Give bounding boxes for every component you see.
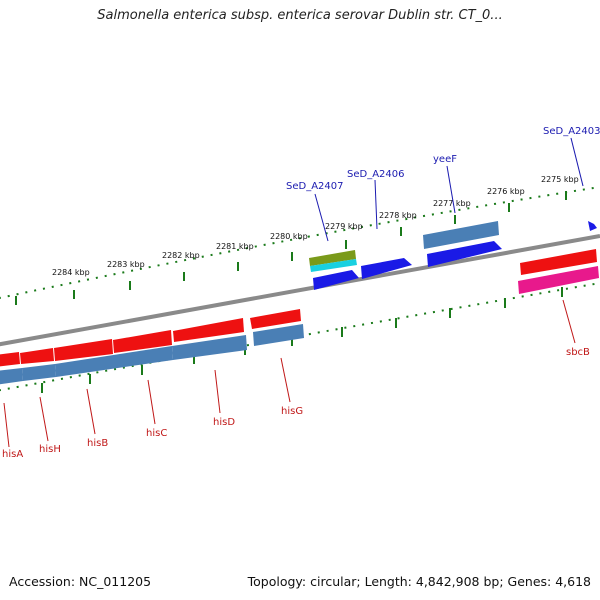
gene-label-sbcB[interactable]: sbcB — [566, 347, 590, 358]
gene-arrow[interactable] — [518, 266, 599, 294]
gene-arrow[interactable] — [172, 335, 247, 360]
gene-label-hisD[interactable]: hisD — [213, 417, 235, 428]
gene-arrow[interactable] — [423, 221, 499, 249]
gene-arrow[interactable] — [361, 258, 412, 279]
topology-label: Topology: circular; Length: 4,842,908 bp… — [247, 574, 591, 589]
gene-arrow[interactable] — [173, 318, 244, 342]
gene-label-yeeF[interactable]: yeeF — [433, 154, 457, 165]
scale-label-2278: 2278 kbp — [379, 211, 417, 220]
bottom-label-leaders — [3, 299, 576, 448]
gene-arrow[interactable] — [0, 368, 23, 385]
gene-arrow[interactable] — [313, 270, 359, 290]
scale-label-2276: 2276 kbp — [487, 187, 525, 196]
forward-strand-genes — [309, 221, 599, 294]
scale-label-2283: 2283 kbp — [107, 260, 145, 269]
outer-scale-ring — [0, 186, 600, 299]
gene-label-hisB[interactable]: hisB — [87, 438, 108, 449]
gene-arrow[interactable] — [427, 241, 502, 267]
gene-arrow[interactable] — [588, 221, 597, 231]
gene-label-SeD_A2406[interactable]: SeD_A2406 — [347, 169, 405, 180]
map-title: Salmonella enterica subsp. enterica sero… — [97, 8, 503, 23]
outer-major-ticks — [15, 191, 567, 305]
scale-labels: 2275 kbp 2276 kbp 2277 kbp 2278 kbp 2279… — [52, 175, 579, 277]
gene-arrow[interactable] — [309, 250, 356, 266]
gene-arrow[interactable] — [20, 348, 54, 364]
gene-arrow[interactable] — [253, 324, 304, 346]
gene-label-hisG[interactable]: hisG — [281, 406, 303, 417]
genome-backbone — [0, 234, 600, 347]
gene-arrow[interactable] — [0, 352, 20, 367]
gene-arrow[interactable] — [54, 339, 113, 361]
gene-label-hisH[interactable]: hisH — [39, 444, 61, 455]
gene-arrow[interactable] — [250, 309, 301, 329]
gene-arrow[interactable] — [55, 346, 173, 377]
scale-label-2277: 2277 kbp — [433, 199, 471, 208]
scale-label-2284: 2284 kbp — [52, 268, 90, 277]
top-label-leaders — [314, 137, 584, 242]
gene-arrow[interactable] — [520, 249, 597, 275]
gene-arrow[interactable] — [22, 364, 56, 381]
accession-label: Accession: NC_011205 — [9, 574, 152, 589]
scale-label-2281: 2281 kbp — [216, 242, 254, 251]
scale-label-2282: 2282 kbp — [162, 251, 200, 260]
reverse-strand-genes — [0, 309, 304, 385]
scale-label-2275: 2275 kbp — [541, 175, 579, 184]
gene-label-hisA[interactable]: hisA — [2, 449, 23, 460]
gene-arrow[interactable] — [310, 259, 357, 272]
scale-label-2279: 2279 kbp — [325, 222, 363, 231]
scale-label-2280: 2280 kbp — [270, 232, 308, 241]
gene-label-hisC[interactable]: hisC — [146, 428, 167, 439]
gene-label-SeD_A2407[interactable]: SeD_A2407 — [286, 181, 344, 192]
gene-label-SeD_A2403[interactable]: SeD_A2403 — [543, 126, 600, 137]
gene-arrow[interactable] — [113, 330, 172, 353]
